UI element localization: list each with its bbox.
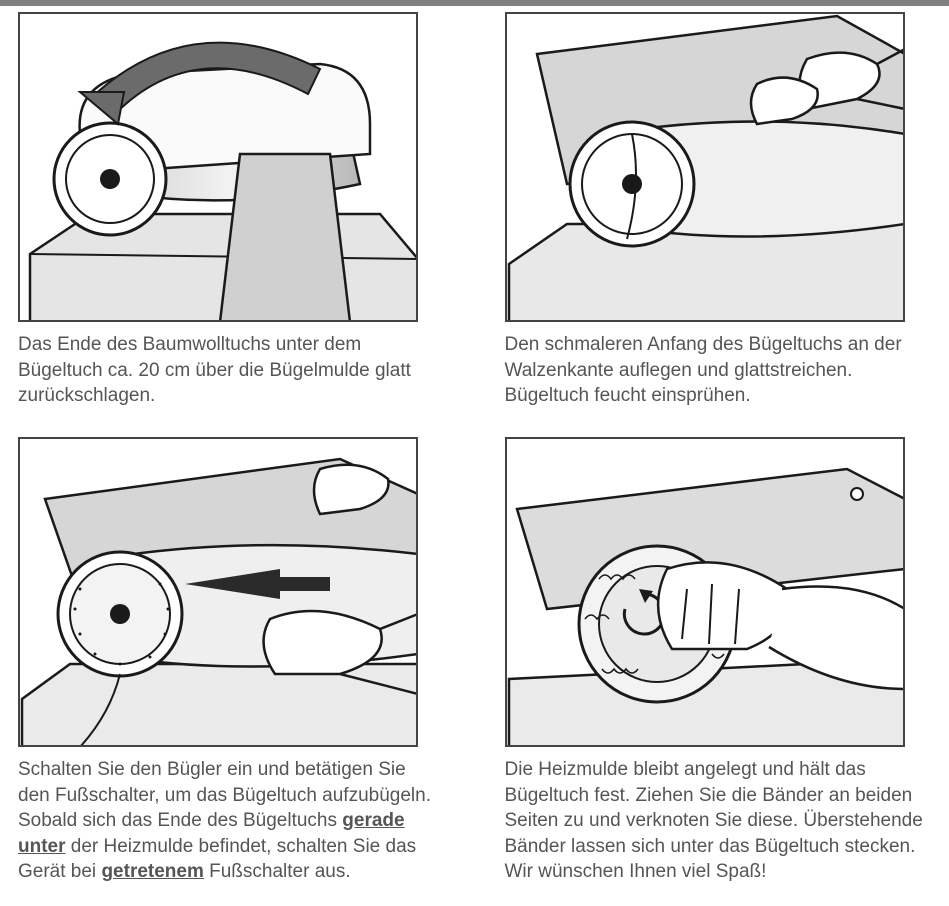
caption-step1: Das Ende des Baumwolltuchs unter dem Büg… (18, 332, 438, 409)
illustration-step2 (505, 12, 905, 322)
panel-step1: Das Ende des Baumwolltuchs unter dem Büg… (18, 12, 445, 409)
panel-step3: Schalten Sie den Bügler ein und betätige… (18, 437, 445, 885)
caption-step4: Die Heizmulde bleibt angelegt und hält d… (505, 757, 925, 885)
caption-step3: Schalten Sie den Bügler ein und betätige… (18, 757, 438, 885)
illustration-step1 (18, 12, 418, 322)
illustration-step3 (18, 437, 418, 747)
panel-step4: Die Heizmulde bleibt angelegt und hält d… (505, 437, 932, 885)
caption-step2: Den schmaleren Anfang des Bügeltuchs an … (505, 332, 925, 409)
illustration-step4 (505, 437, 905, 747)
panel-step2: Den schmaleren Anfang des Bügeltuchs an … (505, 12, 932, 409)
instruction-grid: Das Ende des Baumwolltuchs unter dem Büg… (18, 12, 931, 885)
